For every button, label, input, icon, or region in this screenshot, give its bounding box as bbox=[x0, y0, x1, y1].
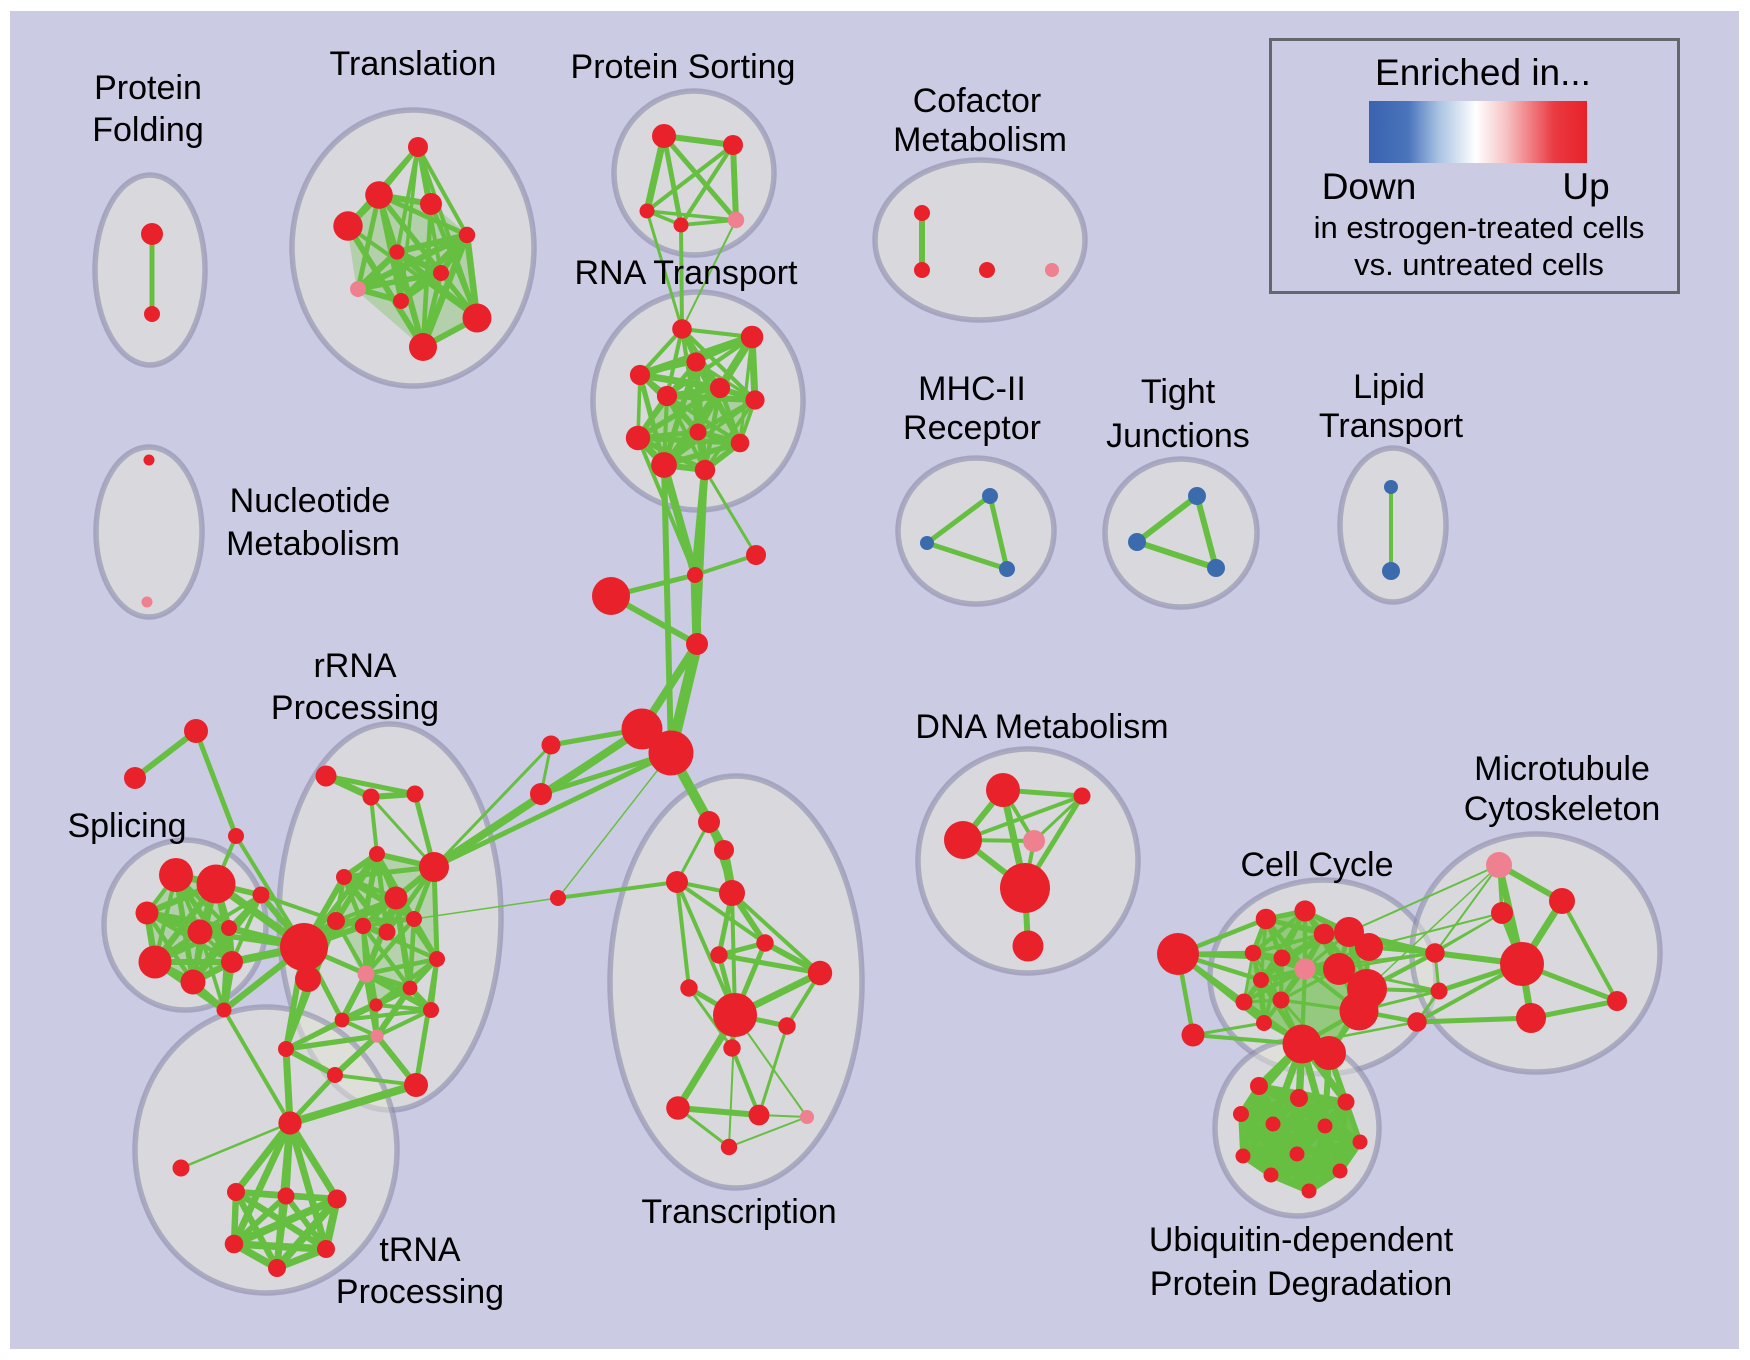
svg-text:Metabolism: Metabolism bbox=[893, 121, 1067, 159]
svg-text:Transport: Transport bbox=[1319, 407, 1464, 445]
svg-text:Enriched in...: Enriched in... bbox=[1375, 52, 1591, 93]
svg-text:Microtubule: Microtubule bbox=[1474, 750, 1650, 788]
svg-text:RNA Transport: RNA Transport bbox=[575, 254, 799, 292]
svg-text:DNA Metabolism: DNA Metabolism bbox=[915, 708, 1168, 746]
svg-text:Receptor: Receptor bbox=[903, 409, 1041, 447]
svg-text:Ubiquitin-dependent: Ubiquitin-dependent bbox=[1149, 1221, 1454, 1259]
svg-text:Down: Down bbox=[1322, 166, 1417, 207]
svg-text:Metabolism: Metabolism bbox=[226, 525, 400, 563]
svg-text:tRNA: tRNA bbox=[379, 1231, 461, 1269]
svg-text:Protein Sorting: Protein Sorting bbox=[571, 48, 796, 86]
svg-text:MHC-II: MHC-II bbox=[918, 370, 1026, 408]
svg-text:Lipid: Lipid bbox=[1353, 368, 1425, 406]
svg-text:Transcription: Transcription bbox=[641, 1193, 836, 1231]
svg-text:Tight: Tight bbox=[1141, 373, 1216, 411]
svg-text:Nucleotide: Nucleotide bbox=[230, 482, 391, 520]
svg-text:Cell Cycle: Cell Cycle bbox=[1240, 846, 1393, 884]
svg-text:Protein: Protein bbox=[94, 69, 202, 107]
svg-text:Processing: Processing bbox=[271, 689, 439, 727]
svg-text:Processing: Processing bbox=[336, 1273, 504, 1311]
svg-text:Junctions: Junctions bbox=[1106, 417, 1250, 455]
svg-text:vs. untreated cells: vs. untreated cells bbox=[1354, 247, 1604, 282]
svg-text:Cytoskeleton: Cytoskeleton bbox=[1464, 790, 1661, 828]
svg-text:Folding: Folding bbox=[92, 111, 204, 149]
svg-text:Cofactor: Cofactor bbox=[913, 82, 1042, 120]
svg-text:Splicing: Splicing bbox=[67, 807, 186, 845]
svg-text:in estrogen-treated cells: in estrogen-treated cells bbox=[1314, 210, 1645, 245]
svg-text:Up: Up bbox=[1562, 166, 1609, 207]
svg-text:rRNA: rRNA bbox=[313, 647, 396, 685]
svg-text:Protein Degradation: Protein Degradation bbox=[1150, 1265, 1452, 1303]
svg-text:Translation: Translation bbox=[330, 45, 497, 83]
